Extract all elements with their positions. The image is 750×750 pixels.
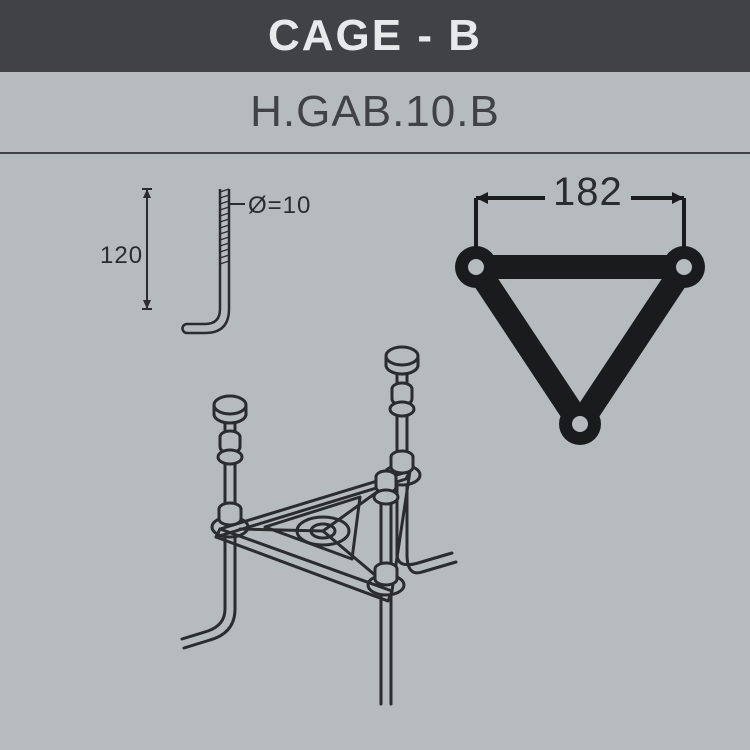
iso-view-diagram	[170, 359, 510, 719]
title-bar: CAGE - B	[0, 0, 750, 72]
subcode-bar: H.GAB.10.B	[0, 72, 750, 154]
diagram-canvas: 120 Ø=10 182	[0, 154, 750, 750]
bolt-height-label: 120	[100, 242, 143, 270]
bolt-diameter-label: Ø=10	[248, 192, 311, 220]
top-view-width-label: 182	[545, 170, 631, 215]
title-text: CAGE - B	[268, 11, 482, 61]
subcode-text: H.GAB.10.B	[250, 87, 500, 137]
